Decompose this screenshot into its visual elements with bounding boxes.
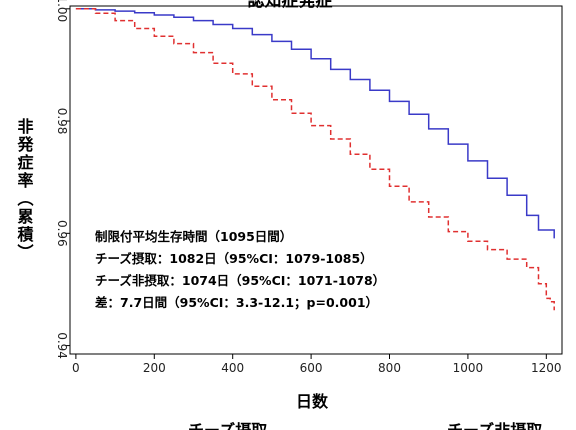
y-axis-ticks: 0.94 0.96 0.98 1.00 xyxy=(55,0,70,359)
legend: チーズ摂取 チーズ非摂取 xyxy=(188,421,542,430)
legend-label-no-cheese: チーズ非摂取 xyxy=(447,421,542,430)
y-tick-label: 0.94 xyxy=(55,332,69,359)
series-line-no-cheese xyxy=(75,8,555,311)
annotation-line-3: チーズ非摂取：1074日（95%CI：1071-1078） xyxy=(95,273,385,288)
annotation-box: 制限付平均生存時間（1095日間） チーズ摂取：1082日（95%CI：1079… xyxy=(94,229,385,310)
annotation-line-1: 制限付平均生存時間（1095日間） xyxy=(95,229,292,244)
annotation-line-4: 差：7.7日間（95%CI：3.3-12.1；p=0.001） xyxy=(94,295,378,310)
x-tick-label: 0 xyxy=(72,361,80,375)
x-tick-label: 400 xyxy=(221,361,244,375)
x-tick-label: 1000 xyxy=(453,361,484,375)
x-tick-label: 600 xyxy=(300,361,323,375)
y-tick-label: 0.96 xyxy=(55,220,69,247)
x-tick-label: 1200 xyxy=(531,361,562,375)
series-line-cheese xyxy=(75,8,555,239)
x-axis-ticks: 0 200 400 600 800 1000 1200 xyxy=(72,354,562,375)
y-axis-label: 非発症率（累積） xyxy=(15,117,35,262)
y-tick-label: 1.00 xyxy=(55,0,69,22)
plot-frame xyxy=(69,5,563,355)
x-axis-label: 日数 xyxy=(296,392,329,411)
y-tick-label: 0.98 xyxy=(55,108,69,135)
x-tick-label: 200 xyxy=(143,361,166,375)
series-lines xyxy=(75,8,555,311)
annotation-line-2: チーズ摂取：1082日（95%CI：1079-1085） xyxy=(95,251,373,266)
x-tick-label: 800 xyxy=(378,361,401,375)
legend-label-cheese: チーズ摂取 xyxy=(188,421,267,430)
